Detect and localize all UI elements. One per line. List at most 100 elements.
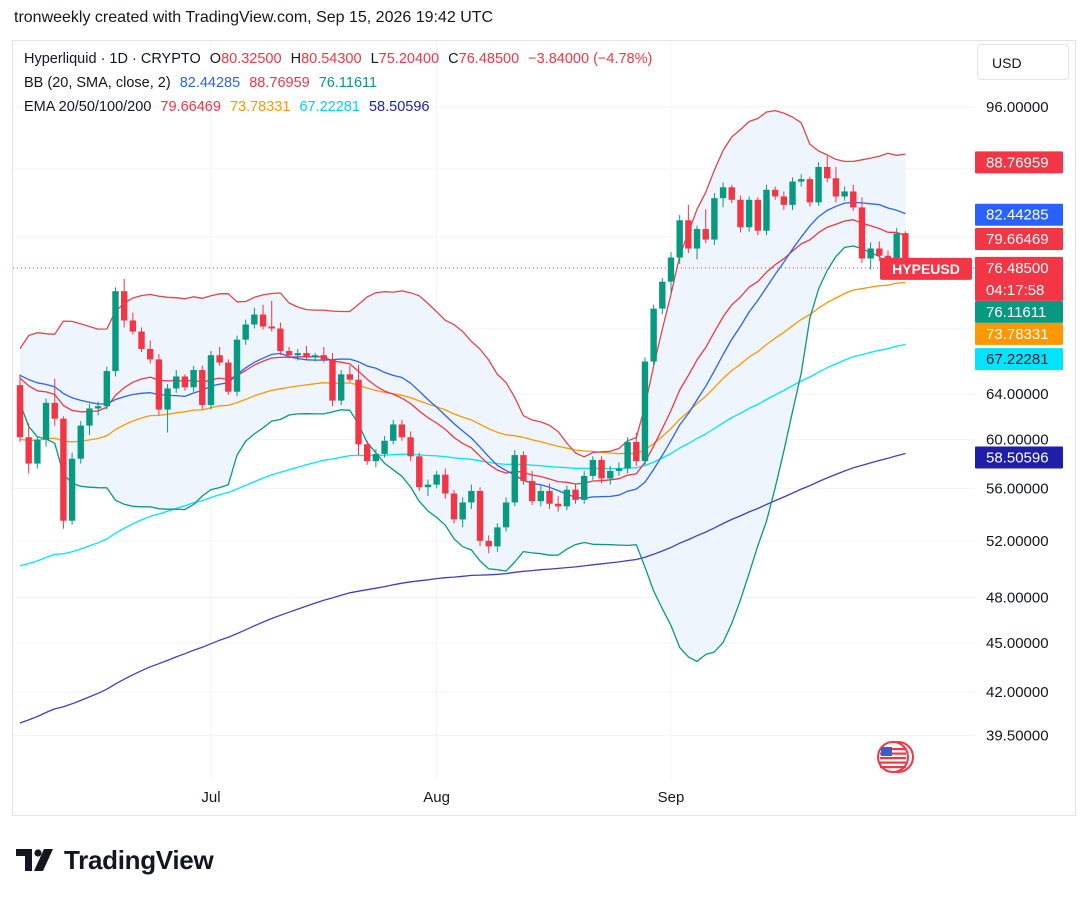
legend-ema50: 73.78331	[229, 99, 291, 115]
chart-frame[interactable]	[12, 40, 1076, 816]
candle	[285, 346, 293, 359]
candle	[832, 166, 840, 203]
candle	[442, 468, 449, 499]
candle	[103, 366, 110, 410]
candle-body	[607, 470, 614, 479]
candle	[563, 485, 571, 511]
candle-body	[719, 187, 727, 199]
candle-body	[407, 437, 414, 457]
candle-body	[16, 385, 24, 438]
candle	[520, 451, 527, 485]
candle-body	[181, 376, 189, 388]
candle	[858, 197, 866, 264]
candle	[693, 225, 701, 260]
candle	[424, 479, 432, 497]
candle	[407, 431, 414, 462]
candle	[572, 484, 579, 504]
candle	[129, 312, 137, 335]
candle-body	[190, 370, 197, 388]
price-axis[interactable]: 39.50000 42.00000 45.00000 48.00000 52.00000…	[986, 99, 1049, 744]
legend-ema-row: EMA 20/50/100/200 79.66469 73.78331 67.2…	[24, 99, 434, 115]
legend-ema20: 79.66469	[160, 99, 221, 115]
candle-body	[485, 540, 492, 547]
candle	[528, 470, 536, 506]
price-label-bg	[975, 348, 1063, 371]
candle-body	[277, 328, 284, 352]
price-label-bb_basis: 82.44285	[975, 203, 1063, 226]
price-label-text: 88.76959	[986, 154, 1049, 171]
bb-upper-line	[19, 109, 906, 458]
candle-body	[832, 178, 840, 197]
candle	[398, 419, 406, 441]
price-label-ema100: 67.22281	[975, 348, 1063, 371]
price-label-bb_lower: 76.11611	[975, 300, 1063, 323]
candle	[502, 497, 510, 532]
candle-body	[598, 459, 605, 479]
candle-body	[902, 233, 909, 268]
candle-body	[337, 374, 345, 401]
candle	[364, 440, 371, 465]
us-flag-icon[interactable]	[877, 741, 914, 773]
y-tick-label: 42.00000	[986, 684, 1049, 701]
candle	[207, 351, 215, 410]
candle-body	[667, 257, 675, 282]
currency-button[interactable]: USD	[977, 44, 1069, 80]
candle-body	[60, 418, 67, 521]
candle	[155, 354, 163, 416]
candle-body	[633, 441, 640, 462]
candle-body	[86, 408, 93, 426]
candle-body	[798, 179, 805, 182]
legend-symbol-row: Hyperliquid · 1D · CRYPTO O80.32500 H80.…	[24, 51, 657, 67]
candle-body	[294, 353, 301, 356]
candle-body	[546, 490, 553, 504]
flag-stripe	[880, 761, 906, 764]
ema20-line	[19, 219, 906, 485]
y-tick-label: 64.00000	[986, 386, 1049, 403]
candle-body	[199, 370, 206, 406]
candle-body	[77, 425, 84, 459]
candle-body	[867, 248, 874, 259]
candle-body	[693, 228, 701, 249]
candle	[607, 466, 614, 485]
candle	[242, 319, 249, 345]
candle-body	[563, 489, 571, 507]
candle	[624, 437, 631, 474]
price-label-text: 58.50596	[986, 449, 1049, 466]
candle-body	[120, 291, 128, 321]
tradingview-logo-icon	[16, 849, 53, 871]
price-label-text: 67.22281	[986, 351, 1049, 368]
legend-ema-label: EMA 20/50/100/200	[24, 99, 152, 115]
candle-body	[780, 196, 788, 205]
candle	[745, 196, 753, 232]
candle-body	[659, 281, 666, 309]
candle-body	[155, 359, 163, 410]
time-axis[interactable]: Jul Aug Sep	[201, 789, 684, 806]
candle-body	[815, 166, 822, 203]
candle-body	[355, 379, 362, 445]
candle-body	[459, 502, 466, 520]
candle-body	[424, 484, 432, 488]
legend-symbol: Hyperliquid · 1D · CRYPTO	[24, 51, 201, 67]
candle	[806, 176, 814, 207]
candle-body	[442, 474, 449, 494]
price-label-text: 73.78331	[986, 326, 1049, 343]
candle-body	[876, 248, 883, 256]
flag-canton	[881, 747, 892, 756]
candle	[850, 184, 857, 211]
candle-body	[711, 198, 718, 240]
legend-bb-basis: 82.44285	[179, 75, 241, 91]
candle	[173, 370, 180, 393]
candle	[763, 184, 770, 236]
candle	[867, 242, 874, 270]
candle	[780, 191, 788, 210]
candle	[416, 452, 423, 491]
candle	[771, 186, 779, 200]
candle-body	[771, 189, 779, 197]
candle-body	[303, 353, 310, 358]
candle	[42, 398, 50, 447]
tradingview-brand[interactable]: TradingView	[16, 840, 214, 880]
candle-body	[494, 527, 501, 547]
candle	[581, 470, 588, 504]
candle	[798, 174, 805, 187]
